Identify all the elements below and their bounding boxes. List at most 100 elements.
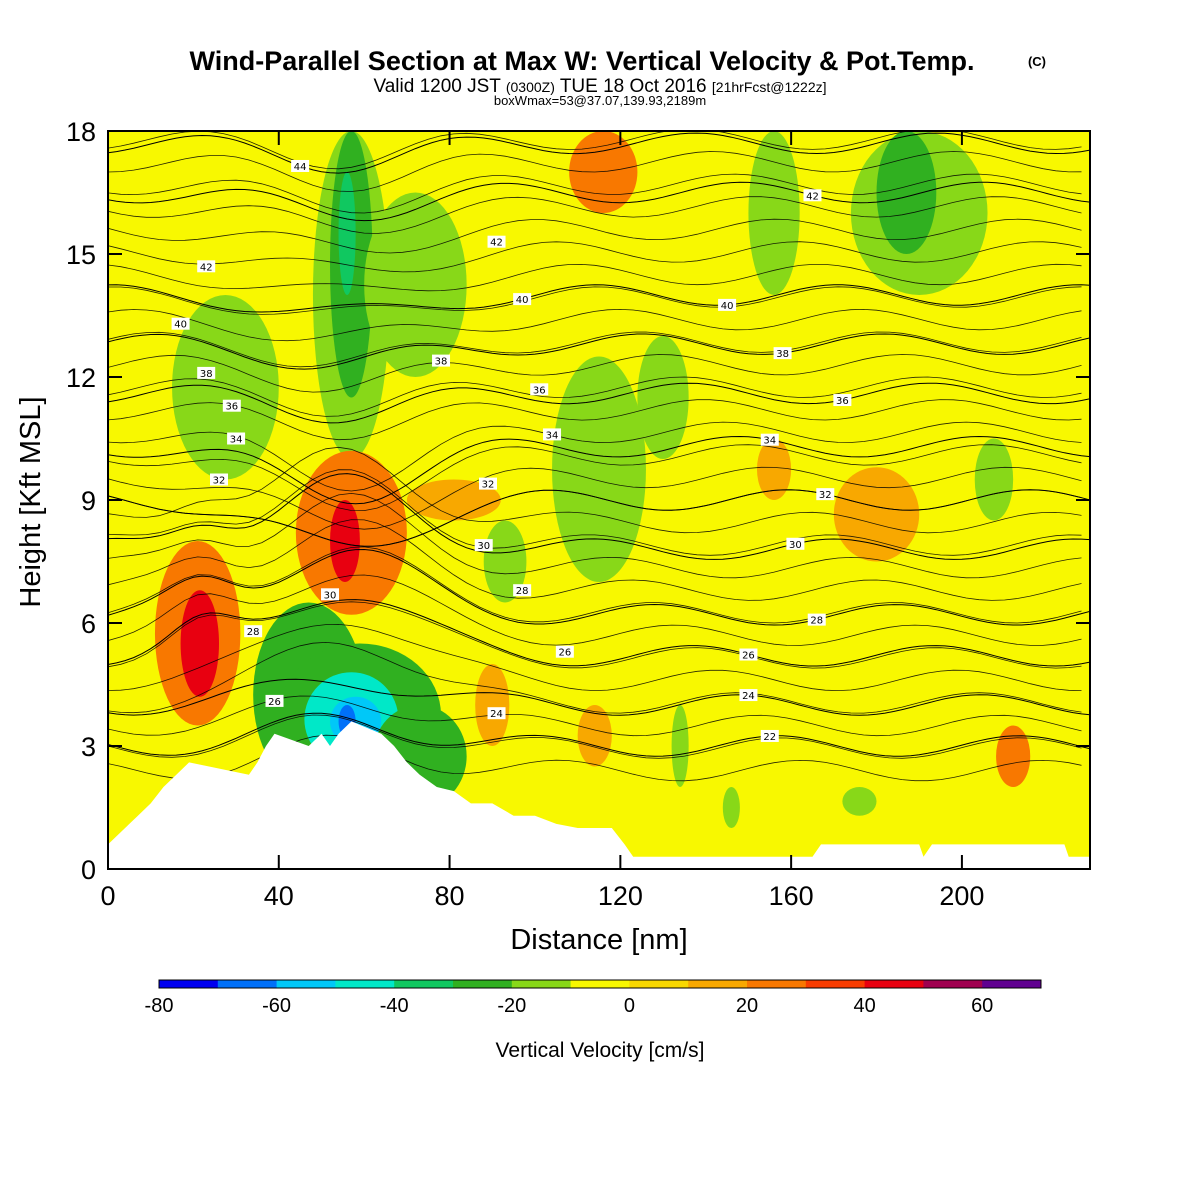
isentrope-label-bg (210, 473, 229, 486)
isentrope-line (108, 435, 1090, 505)
colorbar-title: Vertical Velocity [cm/s] (496, 1039, 705, 1062)
isentrope-label: 26 (558, 648, 571, 659)
isentrope-label: 32 (482, 480, 495, 491)
chart-title: Wind-Parallel Section at Max W: Vertical… (190, 46, 975, 76)
velocity-cell (364, 192, 467, 377)
x-tick-label: 80 (435, 881, 465, 911)
isentrope-label-bg (513, 293, 532, 306)
isentrope-line (108, 196, 1082, 234)
isentrope-label-bg (265, 694, 284, 707)
terrain-mask (108, 721, 1090, 869)
y-tick-label: 6 (81, 609, 96, 639)
velocity-cell (569, 131, 638, 213)
isentrope-line (108, 151, 1082, 192)
colorbar: -80 -60 -40 -20 0 20 40 60 (145, 979, 1042, 1017)
isentrope-line (108, 623, 1082, 692)
isentrope-line (108, 466, 1082, 530)
isentrope-line (108, 712, 1090, 757)
isentrope-line (108, 444, 1082, 512)
colorbar-swatch (217, 980, 278, 988)
velocity-cell (833, 467, 920, 562)
velocity-cell (722, 787, 740, 828)
isentrope-line (108, 382, 1090, 424)
isentrope-line (108, 131, 1082, 170)
isentrope-label: 24 (742, 691, 755, 702)
colorbar-swatch (864, 980, 924, 988)
isentrope-line (108, 548, 1090, 626)
valid-time: Valid 1200 JST (373, 76, 501, 97)
isentrope-label: 28 (247, 627, 260, 638)
isentrope-label-bg (478, 477, 497, 490)
colorbar-tick-label: -80 (145, 995, 174, 1017)
isentrope-line (108, 333, 1090, 370)
isentrope-line (108, 492, 1082, 579)
isentrope-line (108, 331, 1082, 368)
isentrope-label: 44 (294, 162, 307, 173)
y-tick-label: 3 (81, 732, 96, 762)
isentrope-line (108, 181, 1090, 222)
colorbar-swatch (335, 980, 395, 988)
valid-time-line: Valid 1200 JST (0300Z) TUE 18 Oct 2016 [… (373, 76, 826, 97)
velocity-cell (637, 336, 689, 459)
isentrope-label: 36 (836, 396, 849, 407)
velocity-cell (180, 590, 220, 697)
isentrope-label: 42 (806, 191, 819, 202)
colorbar-swatch (805, 980, 866, 988)
isentrope-label: 38 (435, 357, 448, 368)
isentrope-label-bg (807, 613, 826, 626)
velocity-cell (406, 479, 501, 521)
isentrope-label: 40 (721, 301, 734, 312)
y-tick-label: 12 (66, 363, 96, 393)
isentrope-label-bg (222, 399, 241, 412)
isentrope-label: 28 (516, 586, 529, 597)
isentrope-line (108, 574, 1082, 646)
isentrope-label: 38 (200, 369, 213, 380)
colorbar-tick-label: 0 (624, 995, 635, 1017)
isentrope-line (108, 218, 1082, 254)
isentrope-line (108, 678, 1090, 716)
isentrope-line (108, 284, 1090, 313)
isentrope-label-bg (197, 366, 216, 379)
velocity-cell (996, 725, 1031, 787)
y-axis-label: Height [Kft MSL] (15, 396, 47, 607)
isentrope-line (108, 376, 1082, 417)
isentrope-label-bg (244, 625, 263, 638)
isentrope-label-bg (833, 394, 852, 407)
colorbar-swatch (570, 980, 630, 988)
contour-labels: 22 24 26 28 30 32 34 36 38 40 42 44 26 28 30 32 34 36 38 40… (171, 159, 852, 743)
isentrope-label-bg (718, 298, 737, 311)
y-tick-label: 0 (81, 855, 96, 885)
isentrope-label-bg (513, 584, 532, 597)
colorbar-swatch (276, 980, 336, 988)
isentrope-line (108, 286, 1082, 315)
velocity-cell (748, 131, 800, 295)
colorbar-swatch (982, 980, 1042, 988)
velocity-cell (842, 787, 877, 816)
isentrope-label-bg (474, 539, 493, 552)
velocity-cell (338, 172, 356, 295)
isentrope-label: 22 (763, 732, 776, 743)
isentrope-label-bg (760, 729, 779, 742)
plot-area (108, 131, 1090, 869)
isentrope-label: 40 (516, 295, 529, 306)
x-tick-label: 200 (939, 881, 984, 911)
isentrope-label-bg (803, 189, 822, 202)
isentrope-label: 40 (174, 320, 187, 331)
isentrope-line (108, 399, 1082, 441)
isentrope-line (108, 354, 1082, 393)
isentrope-line (108, 601, 1082, 669)
colorbar-swatch (159, 980, 219, 988)
colorbar-swatch (747, 980, 807, 988)
isentrope-line (108, 263, 1082, 292)
isentrope-label-bg (291, 159, 310, 172)
isentrope-label: 32 (819, 490, 832, 501)
isentrope-label: 42 (200, 262, 213, 273)
isentrope-label-bg (773, 347, 792, 360)
isentrope-line (108, 641, 1082, 714)
isentrope-line (108, 473, 1090, 560)
velocity-cell (210, 336, 237, 439)
colorbar-swatch (923, 980, 983, 988)
isentrope-label: 26 (742, 651, 755, 662)
isentrope-label: 42 (490, 238, 503, 249)
isentrope-label: 26 (268, 697, 281, 708)
